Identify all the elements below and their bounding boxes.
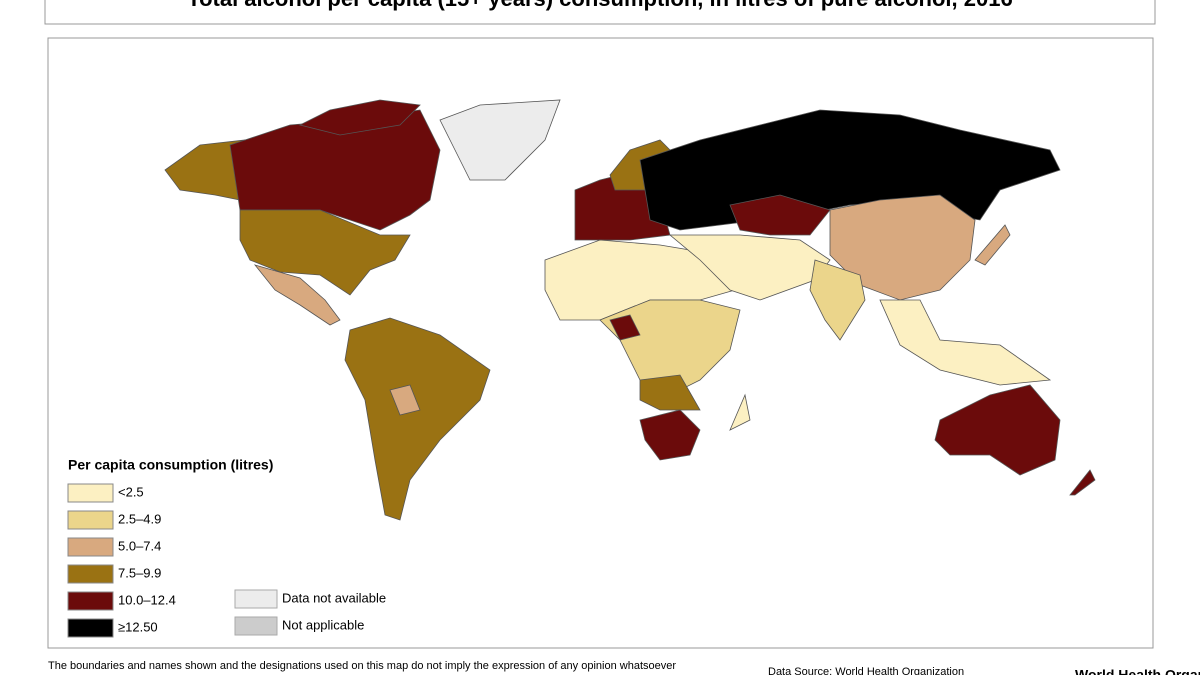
- legend-swatch: [234, 589, 278, 609]
- madagascar: [729, 393, 751, 431]
- legend-label: Not applicable: [282, 617, 364, 632]
- map-frame: [47, 37, 1154, 649]
- usa: [239, 209, 411, 296]
- paraguay: [389, 384, 421, 416]
- legend-label: 7.5–9.9: [118, 565, 161, 580]
- legend-swatch: [67, 537, 114, 557]
- legend-swatch: [67, 483, 114, 503]
- new-zealand: [1069, 469, 1096, 496]
- southern-africa: [639, 409, 701, 461]
- nigeria: [609, 314, 641, 341]
- australia: [934, 384, 1061, 476]
- legend-title: Per capita consumption (litres): [68, 457, 273, 473]
- legend-swatch: [67, 618, 114, 638]
- mexico: [253, 264, 341, 326]
- title-box: [44, 0, 1156, 25]
- countries: [164, 99, 1096, 521]
- legend-swatch: [234, 616, 278, 636]
- legend-label: <2.5: [118, 484, 144, 499]
- legend-label: Data not available: [282, 590, 386, 605]
- greenland: [439, 99, 561, 181]
- logo-text: World Health Organization: [1075, 667, 1200, 675]
- legend-swatch: [67, 510, 114, 530]
- footnote: The boundaries and names shown and the d…: [48, 660, 676, 672]
- legend-label: 2.5–4.9: [118, 511, 161, 526]
- legend-swatch: [67, 591, 114, 611]
- arctic-islands: [298, 99, 421, 136]
- data-source: Data Source: World Health Organization: [768, 666, 964, 675]
- southeast-asia: [879, 299, 1052, 386]
- russia: [639, 109, 1061, 231]
- south-america: [344, 317, 491, 521]
- kazakhstan: [729, 194, 831, 236]
- legend-swatch: [67, 564, 114, 584]
- legend-label: ≥12.50: [118, 619, 158, 634]
- japan: [974, 224, 1011, 266]
- legend-label: 5.0–7.4: [118, 538, 161, 553]
- map-title: Total alcohol per capita (15+ years) con…: [187, 0, 1012, 11]
- india: [809, 259, 866, 341]
- legend-label: 10.0–12.4: [118, 592, 176, 607]
- legend: <2.5 2.5–4.9 5.0–7.4 7.5–9.9 10.0–12.4 ≥12.50…: [67, 483, 386, 638]
